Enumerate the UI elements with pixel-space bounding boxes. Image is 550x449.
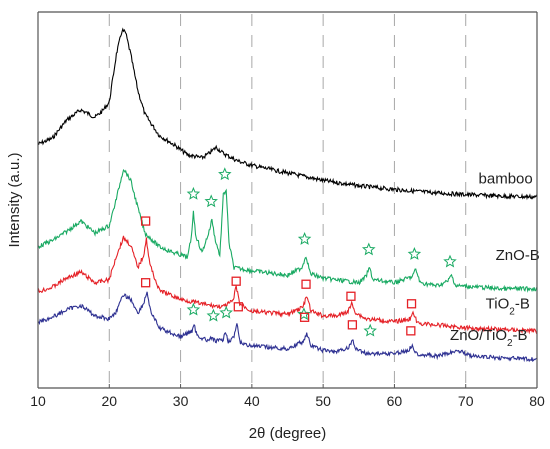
series-line-1 (38, 169, 538, 293)
x-tick-label-10: 10 (30, 393, 46, 409)
star-marker-3 (297, 231, 312, 245)
x-tick-label-70: 70 (458, 393, 474, 409)
square-marker-2 (231, 276, 241, 286)
star-marker-6 (443, 254, 457, 268)
star-marker-8 (206, 308, 221, 322)
x-tick-label-80: 80 (529, 393, 545, 409)
x-tick-labels: 10 20 30 40 50 60 70 80 (30, 384, 545, 409)
star-marker-10 (297, 307, 311, 321)
square-marker-1 (140, 278, 151, 288)
y-axis-label: Intensity (a.u.) (6, 152, 23, 247)
square-marker-4 (346, 291, 356, 301)
peak-markers (140, 167, 457, 337)
x-tick-label-20: 20 (101, 393, 117, 409)
series-line-0 (38, 27, 538, 201)
series-labels: bamboo ZnO-B TiO2-B ZnO/TiO2-B (450, 170, 540, 348)
x-axis-label: 2θ (degree) (249, 425, 327, 442)
x-tick-label-60: 60 (387, 393, 403, 409)
square-marker-5 (406, 299, 417, 309)
star-marker-7 (186, 302, 201, 316)
star-marker-11 (363, 323, 377, 337)
star-marker-4 (361, 242, 376, 256)
x-tick-label-50: 50 (315, 393, 331, 409)
square-marker-3 (301, 279, 311, 289)
series-label-0: bamboo (479, 170, 533, 187)
star-marker-0 (186, 186, 201, 200)
axes (37, 11, 538, 389)
series-label-3: ZnO/TiO2-B (450, 327, 528, 349)
star-marker-1 (204, 194, 218, 208)
star-marker-2 (218, 167, 232, 181)
grid-lines (108, 14, 467, 388)
square-marker-6 (233, 302, 243, 312)
square-marker-7 (299, 312, 310, 322)
square-marker-9 (406, 326, 416, 336)
series-label-1: ZnO-B (496, 247, 540, 264)
x-tick-label-30: 30 (173, 393, 189, 409)
series-label-2: TiO2-B (486, 295, 530, 317)
square-marker-0 (140, 216, 151, 226)
series-line-3 (37, 291, 538, 363)
star-marker-5 (407, 246, 422, 260)
star-marker-9 (219, 305, 233, 319)
x-tick-label-40: 40 (244, 393, 260, 409)
square-marker-8 (347, 320, 358, 330)
series-line-2 (37, 235, 538, 335)
series-curves (37, 27, 538, 363)
